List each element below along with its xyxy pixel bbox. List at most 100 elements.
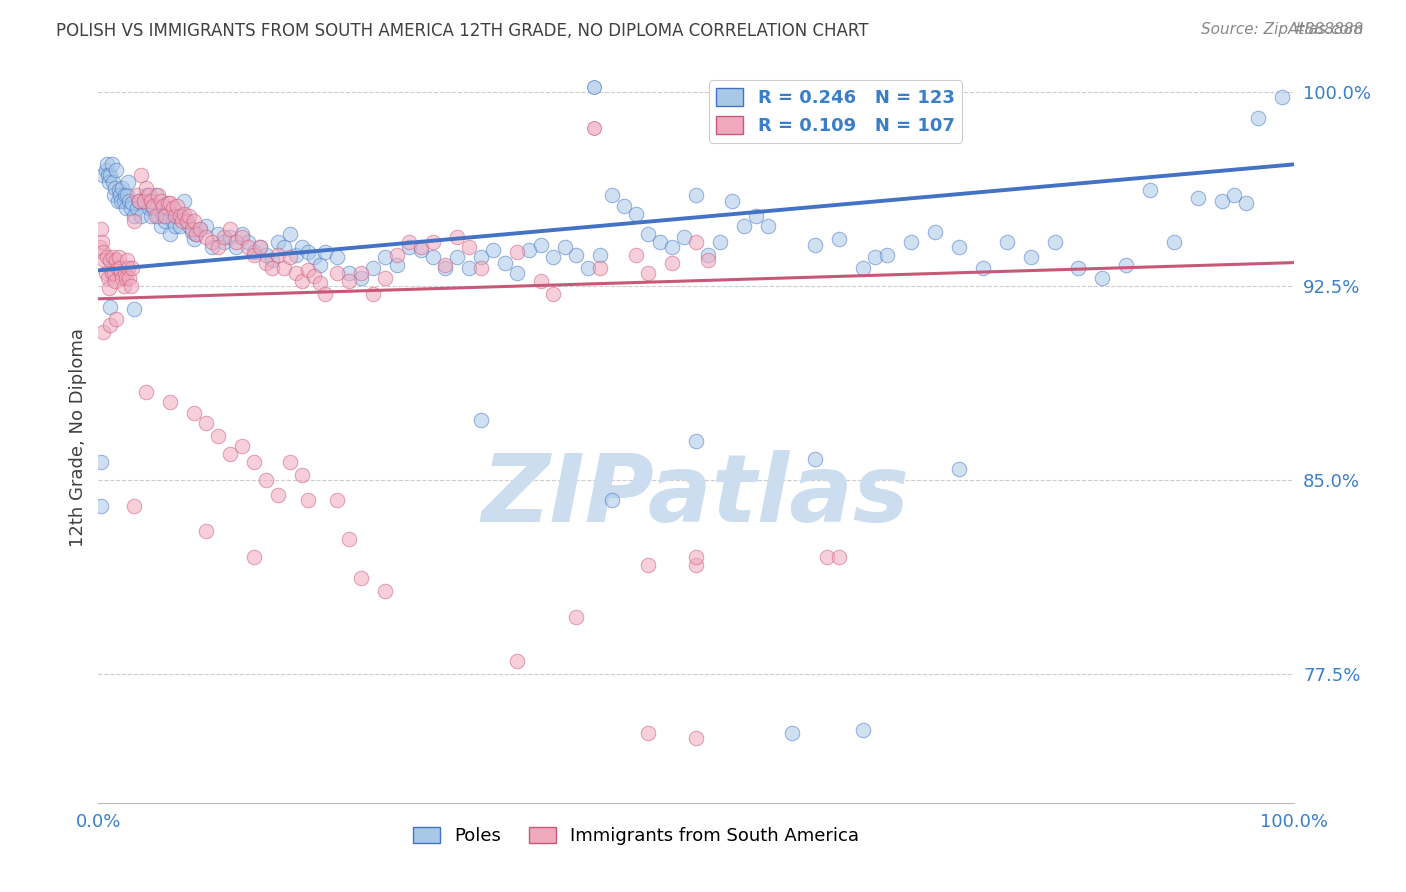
Point bbox=[995, 235, 1018, 249]
Point bbox=[149, 219, 172, 234]
Point bbox=[186, 227, 208, 242]
Point bbox=[852, 723, 875, 738]
Point bbox=[176, 214, 198, 228]
Point bbox=[124, 209, 146, 223]
Point bbox=[97, 168, 120, 182]
Point bbox=[110, 194, 132, 208]
Point bbox=[589, 260, 612, 275]
Point bbox=[118, 271, 141, 285]
Point bbox=[98, 300, 122, 314]
Point bbox=[128, 194, 150, 208]
Point bbox=[446, 251, 468, 265]
Point bbox=[90, 499, 112, 513]
Point bbox=[506, 266, 529, 280]
Point bbox=[876, 248, 898, 262]
Point bbox=[236, 235, 259, 249]
Point bbox=[188, 222, 211, 236]
Point bbox=[138, 202, 160, 216]
Point bbox=[273, 260, 295, 275]
Point bbox=[173, 194, 195, 208]
Point bbox=[142, 202, 165, 216]
Point bbox=[162, 202, 184, 216]
Point bbox=[685, 188, 707, 202]
Point bbox=[89, 240, 111, 254]
Point bbox=[446, 229, 468, 244]
Point bbox=[145, 209, 167, 223]
Point bbox=[231, 227, 253, 242]
Point bbox=[267, 235, 290, 249]
Point bbox=[326, 493, 349, 508]
Point bbox=[506, 245, 529, 260]
Point bbox=[924, 225, 946, 239]
Point bbox=[363, 286, 385, 301]
Point bbox=[139, 194, 162, 208]
Point bbox=[163, 209, 186, 223]
Point bbox=[626, 206, 648, 220]
Point bbox=[1067, 260, 1090, 275]
Point bbox=[169, 219, 191, 234]
Point bbox=[195, 416, 218, 430]
Point bbox=[132, 194, 155, 208]
Point bbox=[96, 157, 118, 171]
Point bbox=[315, 286, 337, 301]
Point bbox=[685, 558, 707, 572]
Point bbox=[103, 188, 125, 202]
Point bbox=[201, 235, 224, 249]
Point bbox=[852, 260, 875, 275]
Point bbox=[104, 274, 127, 288]
Point bbox=[132, 194, 155, 208]
Point bbox=[434, 260, 457, 275]
Point bbox=[162, 214, 184, 228]
Point bbox=[195, 229, 218, 244]
Point bbox=[470, 251, 492, 265]
Point bbox=[308, 258, 330, 272]
Point bbox=[128, 194, 150, 208]
Point bbox=[1187, 191, 1209, 205]
Point bbox=[780, 726, 803, 740]
Point bbox=[107, 260, 129, 275]
Point bbox=[637, 558, 659, 572]
Point bbox=[1247, 111, 1270, 125]
Point bbox=[176, 214, 198, 228]
Point bbox=[183, 405, 205, 419]
Point bbox=[278, 455, 301, 469]
Point bbox=[114, 188, 136, 202]
Point bbox=[541, 286, 564, 301]
Point bbox=[111, 271, 134, 285]
Point bbox=[110, 266, 132, 280]
Point bbox=[804, 237, 827, 252]
Point bbox=[124, 302, 146, 317]
Point bbox=[112, 278, 135, 293]
Point bbox=[219, 447, 242, 461]
Point bbox=[339, 274, 361, 288]
Point bbox=[385, 248, 409, 262]
Point bbox=[100, 157, 122, 171]
Point bbox=[156, 202, 179, 216]
Point bbox=[254, 248, 277, 262]
Point bbox=[172, 209, 194, 223]
Text: Source: ZipAtlas.com: Source: ZipAtlas.com bbox=[1201, 22, 1364, 37]
Point bbox=[145, 188, 167, 202]
Point bbox=[169, 209, 191, 223]
Point bbox=[212, 229, 235, 244]
Legend: Poles, Immigrants from South America: Poles, Immigrants from South America bbox=[406, 820, 866, 852]
Point bbox=[530, 237, 553, 252]
Point bbox=[173, 206, 195, 220]
Point bbox=[284, 266, 307, 280]
Point bbox=[350, 266, 373, 280]
Point bbox=[613, 199, 636, 213]
Point bbox=[254, 473, 277, 487]
Point bbox=[470, 413, 492, 427]
Point bbox=[180, 222, 202, 236]
Point bbox=[179, 209, 201, 223]
Point bbox=[98, 281, 121, 295]
Point bbox=[105, 312, 128, 326]
Point bbox=[104, 180, 127, 194]
Point bbox=[91, 235, 114, 249]
Point bbox=[1043, 235, 1066, 249]
Point bbox=[135, 180, 157, 194]
Point bbox=[297, 245, 319, 260]
Point bbox=[804, 452, 827, 467]
Point bbox=[291, 467, 314, 482]
Point bbox=[243, 550, 266, 565]
